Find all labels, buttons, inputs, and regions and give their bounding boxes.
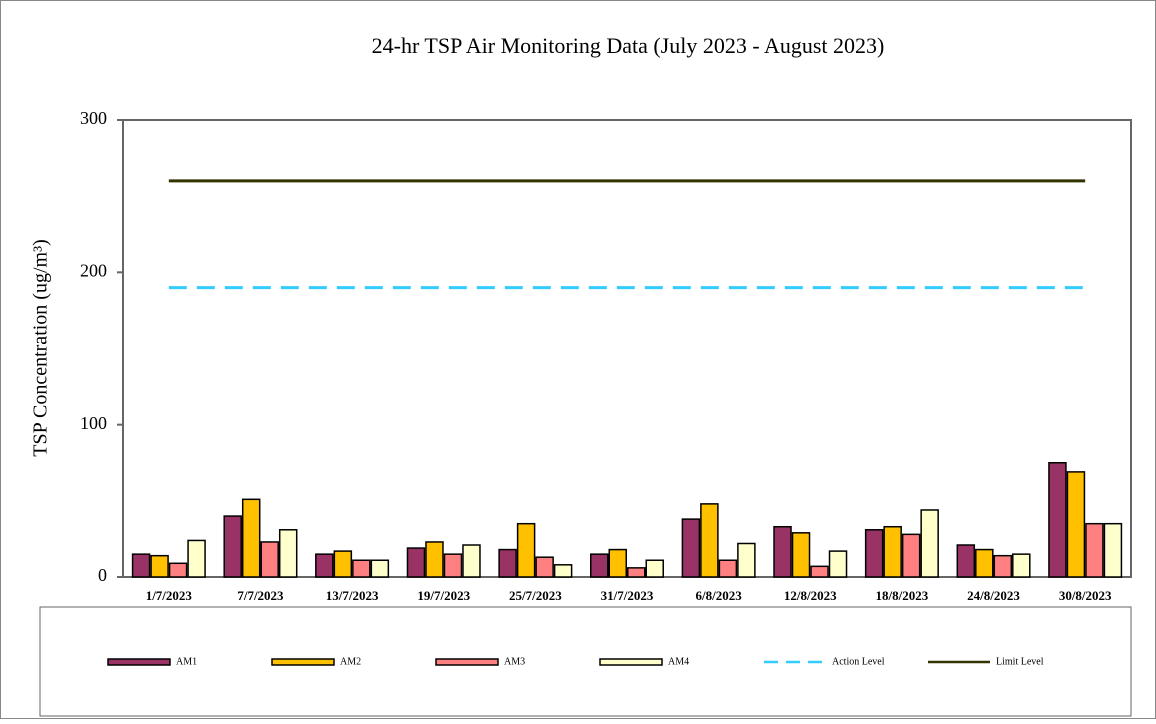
bar <box>150 554 169 578</box>
bar <box>828 550 848 578</box>
legend-label: AM4 <box>668 656 689 667</box>
bar <box>352 559 371 578</box>
bar <box>864 529 884 578</box>
bar <box>993 554 1013 578</box>
bar <box>498 548 517 578</box>
x-tick-label: 7/7/2023 <box>237 588 284 603</box>
bar <box>627 567 646 578</box>
bar <box>608 548 627 578</box>
bar <box>131 553 151 578</box>
legend-label: Limit Level <box>996 656 1044 667</box>
bar <box>278 529 298 578</box>
x-tick-label: 25/7/2023 <box>509 588 562 603</box>
bar <box>1048 462 1067 578</box>
x-tick-label: 13/7/2023 <box>326 588 379 603</box>
bar <box>645 559 664 578</box>
x-tick-label: 24/8/2023 <box>967 588 1020 603</box>
legend-label: Action Level <box>832 656 885 667</box>
bar <box>1085 522 1104 578</box>
bar <box>425 541 444 578</box>
chart-title: 24-hr TSP Air Monitoring Data (July 2023… <box>372 33 885 58</box>
bar <box>681 518 701 578</box>
plot-area <box>122 119 1132 578</box>
bar <box>883 525 902 578</box>
bar <box>535 556 554 578</box>
y-tick-label: 300 <box>80 108 107 128</box>
bar <box>737 542 756 578</box>
x-tick-label: 1/7/2023 <box>146 588 193 603</box>
bar <box>370 559 390 578</box>
legend-label: AM3 <box>504 656 525 667</box>
bar <box>975 548 994 578</box>
bar <box>1012 553 1031 578</box>
legend-label: AM1 <box>176 656 197 667</box>
legend-swatch <box>435 658 499 666</box>
bar <box>553 564 573 578</box>
x-tick-label: 30/8/2023 <box>1059 588 1112 603</box>
x-tick-label: 12/8/2023 <box>784 588 837 603</box>
x-tick-label: 18/8/2023 <box>876 588 929 603</box>
bar <box>773 525 792 578</box>
bar <box>516 522 536 578</box>
bar <box>1066 471 1086 578</box>
bar <box>462 544 481 578</box>
bar <box>920 509 939 578</box>
bar <box>406 547 426 578</box>
bar <box>791 532 811 578</box>
bar <box>333 550 353 578</box>
legend-swatch <box>271 658 335 666</box>
bar <box>187 539 206 578</box>
y-tick-label: 0 <box>98 565 107 585</box>
x-tick-label: 31/7/2023 <box>601 588 654 603</box>
bar <box>241 498 261 578</box>
bar <box>956 544 976 578</box>
bar <box>590 553 609 578</box>
bar <box>315 553 334 578</box>
y-tick-label: 100 <box>80 413 107 433</box>
bar <box>810 565 829 578</box>
x-tick-label: 6/8/2023 <box>696 588 743 603</box>
y-axis-label: TSP Concentration (ug/m³) <box>30 239 52 456</box>
bar <box>1103 522 1123 578</box>
bar <box>443 553 463 578</box>
bar <box>718 559 738 578</box>
legend-swatch <box>107 658 171 666</box>
legend-swatch <box>599 658 663 666</box>
bar <box>223 515 242 578</box>
bar <box>260 541 279 578</box>
x-tick-label: 19/7/2023 <box>417 588 470 603</box>
bar <box>168 562 188 578</box>
bar <box>901 533 921 578</box>
y-tick-label: 200 <box>80 260 107 280</box>
bar <box>700 503 719 578</box>
legend-label: AM2 <box>340 656 361 667</box>
